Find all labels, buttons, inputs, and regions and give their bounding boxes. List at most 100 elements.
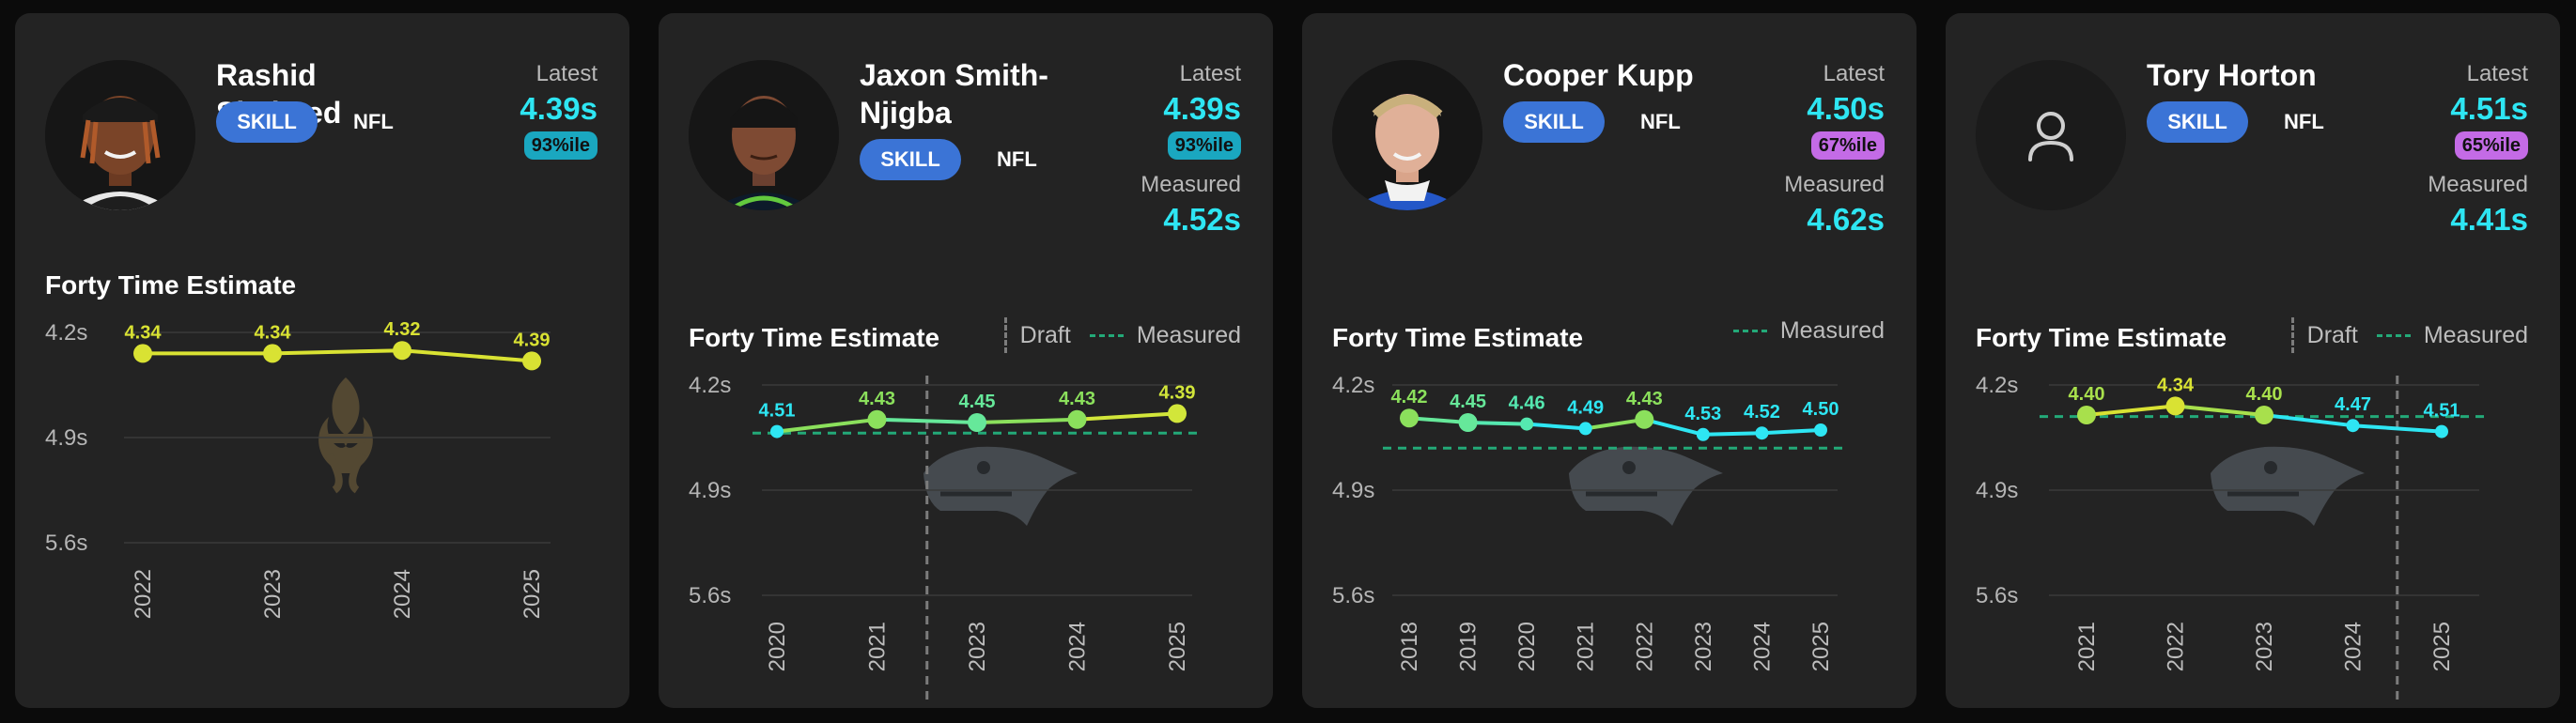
player-avatar: [45, 60, 195, 210]
series-line-segment: [775, 417, 879, 434]
speed-stats: Latest 4.50s 67%ile Measured 4.62s: [1784, 60, 1885, 240]
data-label: 4.45: [959, 392, 996, 412]
draft-legend-marker: [1003, 317, 1007, 353]
y-tick-label: 4.2s: [689, 373, 731, 398]
percentile-badge: 93%ile: [523, 131, 597, 160]
measured-label: Measured: [2428, 172, 2528, 197]
measured-legend-label: Measured: [2423, 321, 2528, 348]
latest-label: Latest: [2466, 61, 2528, 86]
y-tick-label: 4.9s: [1332, 478, 1374, 503]
data-label: 4.34: [255, 322, 292, 343]
measured-label: Measured: [1784, 172, 1885, 197]
y-tick-label: 5.6s: [1976, 583, 2018, 608]
chart-title: Forty Time Estimate: [45, 270, 297, 300]
data-label: 4.47: [2335, 394, 2371, 415]
x-tick-label: 2019: [1456, 622, 1482, 671]
series-line-segment: [1075, 411, 1179, 422]
x-tick-label: 2020: [765, 622, 790, 671]
data-label: 4.34: [125, 322, 163, 343]
x-tick-label: 2023: [260, 569, 286, 619]
x-tick-label: 2021: [2074, 622, 2100, 671]
data-label: 4.43: [1626, 389, 1663, 409]
draft-legend-label: Draft: [2306, 321, 2358, 348]
data-point: [393, 341, 411, 361]
forty-time-chart: 4.2s 4.9s 5.6s 4.42 2018 4.45 2019 4.46 2020 4.49…: [1332, 373, 1847, 671]
y-tick-label: 5.6s: [45, 531, 87, 556]
forty-time-chart: 4.2s 4.9s 5.6s 4.34 2022 4.34 2023 4.32 2024 4.39…: [45, 319, 551, 619]
player-card[interactable]: Cooper Kupp SKILL NFL Latest 4.50s 67%il…: [1302, 13, 1916, 708]
x-tick-label: 2025: [2429, 622, 2455, 671]
x-tick-label: 2020: [1514, 622, 1540, 671]
x-tick-label: 2024: [390, 569, 415, 619]
data-point: [1067, 409, 1087, 429]
player-headshot-image: [45, 60, 195, 210]
x-tick-label: 2022: [1632, 622, 1657, 671]
data-label: 4.50: [1803, 399, 1839, 420]
series-line-segment: [2351, 423, 2444, 434]
forty-time-chart: 4.2s 4.9s 5.6s 4.51 2020 4.43 2021 4.45 2023 4.43…: [689, 373, 1202, 700]
fleur-de-lis-icon: [318, 377, 373, 494]
player-avatar: [689, 60, 839, 210]
series-line-segment: [1407, 416, 1470, 424]
player-tags: SKILL NFL: [2147, 101, 2324, 143]
y-tick-label: 5.6s: [1332, 583, 1374, 608]
y-tick-label: 4.9s: [1976, 478, 2018, 503]
data-point: [1400, 408, 1419, 428]
chart-title: Forty Time Estimate: [1332, 323, 1584, 352]
player-card[interactable]: Tory Horton SKILL NFL Latest 4.51s 65%il…: [1946, 13, 2560, 708]
player-tags: SKILL NFL: [1503, 101, 1681, 143]
data-point: [1635, 409, 1654, 429]
data-label: 4.32: [384, 319, 421, 340]
player-tags: SKILL NFL: [216, 101, 394, 143]
series-line-segment: [2173, 404, 2266, 417]
data-point: [2077, 406, 2096, 424]
series-line-segment: [400, 348, 534, 363]
data-point: [1814, 423, 1827, 437]
x-tick-label: 2025: [1165, 622, 1190, 671]
data-point: [1458, 413, 1478, 432]
y-tick-label: 4.9s: [689, 478, 731, 503]
data-point: [2255, 406, 2273, 424]
player-card[interactable]: Rashid Shaheed SKILL NFL Latest 4.39s 93…: [15, 13, 629, 708]
position-badge: SKILL: [216, 101, 318, 143]
data-label: 4.34: [2157, 375, 2195, 395]
data-point: [522, 351, 541, 371]
latest-label: Latest: [1823, 61, 1885, 86]
latest-label: Latest: [535, 61, 597, 86]
position-badge: SKILL: [1503, 101, 1605, 143]
data-label: 4.52: [1744, 402, 1780, 423]
data-label: 4.43: [859, 389, 895, 409]
data-label: 4.51: [2424, 401, 2460, 422]
player-name: Cooper Kupp: [1503, 58, 1694, 92]
chart-legend: Draft Measured: [2290, 317, 2528, 353]
data-point: [2435, 424, 2448, 438]
user-placeholder-icon: [1976, 60, 2126, 210]
measured-legend-label: Measured: [1779, 317, 1885, 344]
measured-legend-marker: [1732, 330, 1767, 332]
series-line-segment: [2262, 413, 2355, 428]
percentile-badge: 67%ile: [1810, 131, 1885, 160]
player-tags: SKILL NFL: [860, 139, 1037, 180]
data-point: [2165, 396, 2185, 416]
player-card[interactable]: Jaxon Smith-Njigba SKILL NFL Latest 4.39…: [659, 13, 1273, 708]
league-label: NFL: [1640, 110, 1681, 133]
position-badge: SKILL: [860, 139, 961, 180]
position-badge: SKILL: [2147, 101, 2248, 143]
y-tick-label: 4.2s: [45, 320, 87, 346]
data-label: 4.53: [1684, 404, 1721, 424]
speed-stats: Latest 4.51s 65%ile Measured 4.41s: [2428, 60, 2528, 240]
series-line-segment: [1583, 417, 1647, 431]
draft-legend-label: Draft: [1019, 321, 1071, 348]
data-label: 4.49: [1567, 397, 1604, 418]
data-point: [133, 344, 152, 363]
series-line-segment: [2085, 404, 2178, 417]
data-point: [770, 424, 784, 438]
x-tick-label: 2023: [965, 622, 990, 671]
series-line-segment: [271, 348, 404, 356]
player-avatar: [1332, 60, 1482, 210]
percentile-badge: 65%ile: [2454, 131, 2528, 160]
player-name: Jaxon Smith-Njigba: [860, 58, 1048, 130]
x-tick-label: 2025: [520, 569, 545, 619]
data-label: 4.46: [1509, 393, 1545, 414]
